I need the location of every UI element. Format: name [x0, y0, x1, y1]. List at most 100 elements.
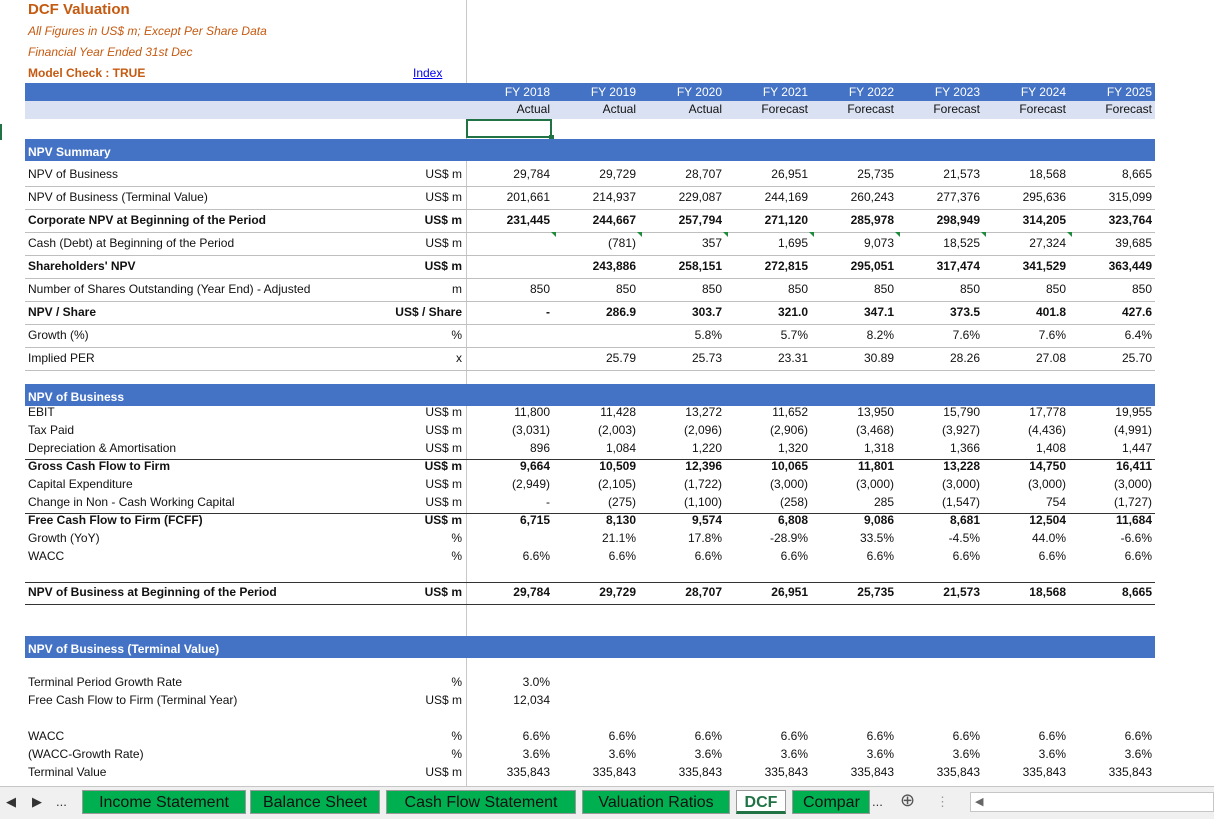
value-cell[interactable]: 850	[959, 282, 980, 296]
value-cell[interactable]: 25.73	[691, 351, 722, 365]
value-cell[interactable]: (2,003)	[597, 423, 636, 437]
index-link[interactable]: Index	[413, 66, 443, 80]
value-cell[interactable]: (2,105)	[597, 477, 636, 491]
value-cell[interactable]: 11,801	[857, 459, 894, 473]
value-cell[interactable]: 13,228	[943, 459, 980, 473]
value-cell[interactable]: 3.6%	[522, 747, 550, 761]
value-cell[interactable]: 9,073	[863, 236, 894, 250]
value-cell[interactable]: 12,504	[1029, 513, 1066, 527]
value-cell[interactable]: (1,100)	[683, 495, 722, 509]
value-cell[interactable]: 6,808	[777, 513, 808, 527]
value-cell[interactable]: 12,396	[685, 459, 722, 473]
tab-scroll-right-icon[interactable]: ▶	[32, 794, 42, 809]
add-sheet-icon[interactable]: ⊕	[900, 790, 916, 810]
value-cell[interactable]: 23.31	[777, 351, 808, 365]
sheet-tab[interactable]: DCF	[736, 790, 786, 814]
value-cell[interactable]: 17,778	[1029, 405, 1066, 419]
value-cell[interactable]: 427.6	[1121, 305, 1152, 319]
value-cell[interactable]: -4.5%	[948, 531, 980, 545]
value-cell[interactable]: 5.7%	[780, 328, 808, 342]
value-cell[interactable]: 285,978	[850, 213, 894, 227]
value-cell[interactable]: 18,568	[1029, 585, 1066, 599]
value-cell[interactable]: 12,034	[513, 693, 550, 707]
value-cell[interactable]: 1,695	[777, 236, 808, 250]
value-cell[interactable]: 295,051	[850, 259, 894, 273]
value-cell[interactable]: 1,408	[1035, 441, 1066, 455]
value-cell[interactable]: 323,764	[1108, 213, 1152, 227]
value-cell[interactable]: 3.6%	[780, 747, 808, 761]
value-cell[interactable]: 850	[873, 282, 894, 296]
value-cell[interactable]: 11,652	[772, 405, 808, 419]
value-cell[interactable]: 13,272	[685, 405, 722, 419]
sheet-tab[interactable]: Balance Sheet	[250, 790, 380, 814]
tab-more-left[interactable]: ...	[56, 794, 67, 809]
horizontal-scrollbar[interactable]: ◀	[970, 792, 1214, 812]
value-cell[interactable]: 26,951	[771, 167, 808, 181]
value-cell[interactable]: 335,843	[592, 765, 636, 779]
value-cell[interactable]: 9,574	[691, 513, 722, 527]
value-cell[interactable]: (1,727)	[1113, 495, 1152, 509]
value-cell[interactable]: 3.6%	[1124, 747, 1152, 761]
value-cell[interactable]: 850	[1131, 282, 1152, 296]
splitter-handle-icon[interactable]: ⋮	[936, 794, 949, 809]
value-cell[interactable]: 6.6%	[608, 549, 636, 563]
value-cell[interactable]: 3.6%	[952, 747, 980, 761]
value-cell[interactable]: 21,573	[943, 585, 980, 599]
value-cell[interactable]: 16,411	[1115, 459, 1152, 473]
value-cell[interactable]: 214,937	[592, 190, 636, 204]
value-cell[interactable]: 1,447	[1121, 441, 1152, 455]
value-cell[interactable]: 335,843	[764, 765, 808, 779]
value-cell[interactable]: 11,684	[1115, 513, 1152, 527]
value-cell[interactable]: 7.6%	[952, 328, 980, 342]
value-cell[interactable]: 26,951	[771, 585, 808, 599]
value-cell[interactable]: 28,707	[685, 585, 722, 599]
sheet-tab[interactable]: Compar	[792, 790, 870, 814]
value-cell[interactable]: 295,636	[1022, 190, 1066, 204]
value-cell[interactable]: 27.08	[1035, 351, 1066, 365]
selected-cell[interactable]	[466, 119, 554, 140]
value-cell[interactable]: (3,031)	[511, 423, 550, 437]
value-cell[interactable]: 244,169	[764, 190, 808, 204]
value-cell[interactable]: 6.6%	[866, 549, 894, 563]
value-cell[interactable]: 21.1%	[601, 531, 636, 545]
value-cell[interactable]: 347.1	[863, 305, 894, 319]
value-cell[interactable]: 44.0%	[1031, 531, 1066, 545]
value-cell[interactable]: 25.70	[1121, 351, 1152, 365]
value-cell[interactable]: 25,735	[857, 167, 894, 181]
sheet-tab[interactable]: Income Statement	[82, 790, 246, 814]
value-cell[interactable]: 244,667	[592, 213, 636, 227]
value-cell[interactable]: -	[546, 495, 550, 509]
tab-scroll-left-icon[interactable]: ◀	[6, 794, 16, 809]
value-cell[interactable]: (3,000)	[1113, 477, 1152, 491]
value-cell[interactable]: 3.6%	[694, 747, 722, 761]
value-cell[interactable]: -28.9%	[769, 531, 808, 545]
value-cell[interactable]: 754	[1045, 495, 1066, 509]
value-cell[interactable]: 8,681	[949, 513, 980, 527]
value-cell[interactable]: 3.6%	[866, 747, 894, 761]
value-cell[interactable]: 25.79	[605, 351, 636, 365]
value-cell[interactable]: 850	[529, 282, 550, 296]
value-cell[interactable]: 30.89	[863, 351, 894, 365]
value-cell[interactable]: 277,376	[936, 190, 980, 204]
value-cell[interactable]: 3.6%	[608, 747, 636, 761]
value-cell[interactable]: 6.6%	[1038, 549, 1066, 563]
value-cell[interactable]: 1,318	[863, 441, 894, 455]
sheet-tab[interactable]: Valuation Ratios	[582, 790, 730, 814]
value-cell[interactable]: 8.2%	[866, 328, 894, 342]
value-cell[interactable]: 285	[873, 495, 894, 509]
value-cell[interactable]: 335,843	[506, 765, 550, 779]
value-cell[interactable]: (1,722)	[683, 477, 722, 491]
value-cell[interactable]: (3,000)	[941, 477, 980, 491]
value-cell[interactable]: 1,220	[691, 441, 722, 455]
value-cell[interactable]: (3,000)	[1027, 477, 1066, 491]
value-cell[interactable]: 29,784	[513, 167, 550, 181]
value-cell[interactable]: 363,449	[1108, 259, 1152, 273]
value-cell[interactable]: (4,991)	[1113, 423, 1152, 437]
value-cell[interactable]: 14,750	[1029, 459, 1066, 473]
value-cell[interactable]: 6.6%	[608, 729, 636, 743]
value-cell[interactable]: 335,843	[678, 765, 722, 779]
value-cell[interactable]: 10,509	[599, 459, 636, 473]
value-cell[interactable]: 258,151	[678, 259, 722, 273]
value-cell[interactable]: (1,547)	[941, 495, 980, 509]
value-cell[interactable]: 1,320	[777, 441, 808, 455]
